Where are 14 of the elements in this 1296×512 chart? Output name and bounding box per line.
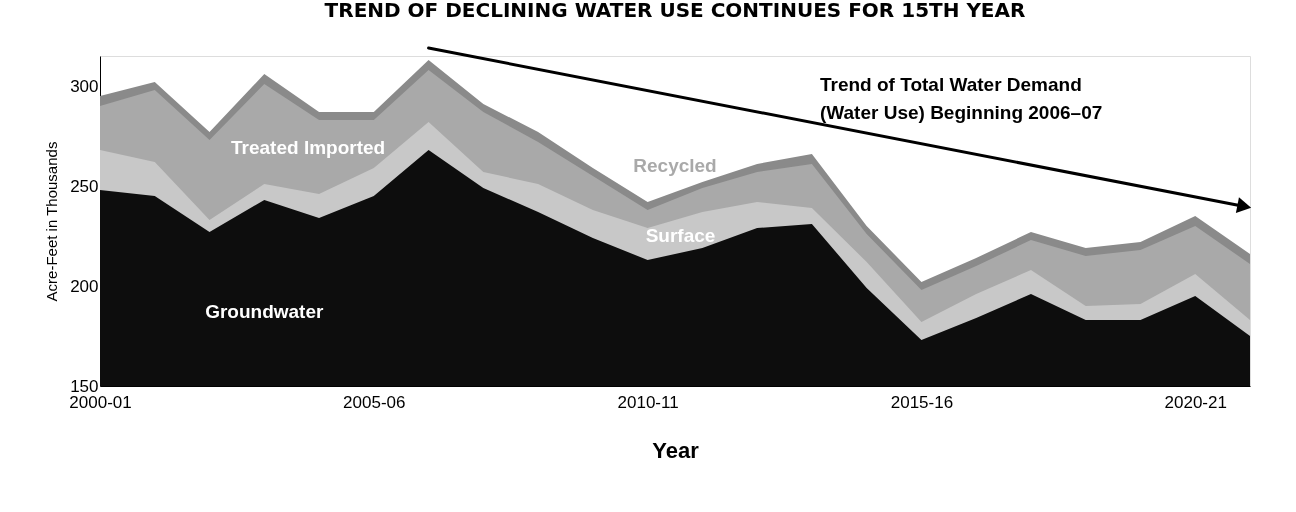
series-label: Recycled	[633, 155, 717, 176]
y-tick-label: 300	[70, 76, 99, 96]
x-tick-label: 2010-11	[617, 392, 679, 412]
x-tick-label: 2020-21	[1164, 392, 1227, 412]
y-tick-label: 250	[70, 176, 99, 196]
x-tick-label: 2005-06	[343, 392, 406, 412]
annotation: Trend of Total Water Demand (Water Use) Beginning 2006–07	[820, 74, 1103, 123]
x-axis-title: Year	[652, 437, 700, 463]
series-label: Groundwater	[205, 300, 324, 322]
chart-title: TREND OF DECLINING WATER USE CONTINUES FOR 15TH YEAR	[324, 0, 1026, 22]
x-tick-label: 2015-16	[890, 392, 954, 412]
series-label: Treated Imported	[231, 137, 386, 159]
y-axis-title: Acre-Feet in Thousands	[43, 141, 61, 302]
y-tick-label: 200	[70, 276, 99, 296]
